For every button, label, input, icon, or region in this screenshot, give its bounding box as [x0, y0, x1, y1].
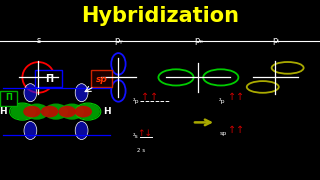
Ellipse shape	[11, 103, 35, 120]
Text: ↑: ↑	[149, 92, 158, 102]
Ellipse shape	[23, 106, 41, 117]
Text: pₓ: pₓ	[194, 36, 203, 45]
Ellipse shape	[75, 84, 88, 102]
Text: ↑↓: ↑↓	[138, 129, 152, 138]
Text: ²p: ²p	[133, 98, 139, 104]
Text: ↑: ↑	[228, 92, 236, 102]
Text: ↑: ↑	[141, 92, 149, 102]
Text: pᵢ: pᵢ	[272, 36, 279, 45]
Text: s: s	[36, 36, 41, 45]
Text: H: H	[0, 107, 7, 116]
Ellipse shape	[41, 106, 59, 117]
Text: ↑: ↑	[236, 92, 244, 102]
FancyBboxPatch shape	[91, 70, 112, 87]
Ellipse shape	[76, 103, 100, 120]
FancyBboxPatch shape	[0, 91, 17, 106]
Text: Π: Π	[5, 93, 12, 102]
FancyBboxPatch shape	[35, 70, 62, 87]
Ellipse shape	[24, 84, 37, 102]
Text: ↑: ↑	[236, 125, 244, 135]
Text: 2 s: 2 s	[137, 148, 145, 153]
Text: H: H	[103, 107, 111, 116]
Ellipse shape	[75, 106, 92, 117]
Text: sp: sp	[219, 131, 227, 136]
Ellipse shape	[25, 103, 49, 120]
Ellipse shape	[75, 122, 88, 140]
Text: ↑: ↑	[228, 125, 236, 135]
Ellipse shape	[24, 122, 37, 140]
Ellipse shape	[60, 103, 84, 120]
Text: Π: Π	[45, 74, 54, 84]
Text: ²p: ²p	[219, 98, 226, 104]
Text: Hybridization: Hybridization	[81, 6, 239, 26]
Text: ²s: ²s	[133, 134, 139, 139]
Ellipse shape	[59, 106, 76, 117]
Text: sp: sp	[95, 75, 108, 84]
Text: pᵧ: pᵧ	[114, 36, 123, 45]
Ellipse shape	[44, 103, 68, 120]
